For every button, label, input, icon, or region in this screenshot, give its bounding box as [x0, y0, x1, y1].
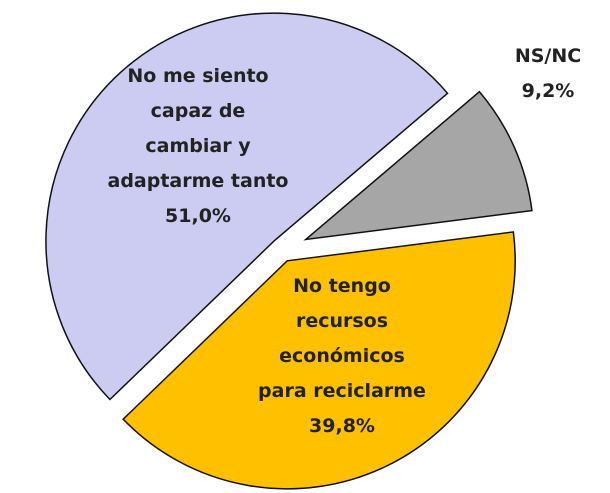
label-line: No tengo — [293, 275, 391, 297]
label-line: para reciclarme — [258, 380, 426, 402]
label-line: No me siento — [127, 65, 268, 87]
pie-slice — [303, 90, 533, 241]
label-line: adaptarme tanto — [108, 170, 289, 192]
pie-slice — [122, 231, 516, 490]
slice-label: No me siento capaz de cambiar y adaptarme t… — [108, 65, 289, 192]
label-line: NS/NC — [515, 45, 581, 67]
slice-label: NS/NC — [515, 45, 581, 67]
value-label: 9,2% — [522, 80, 575, 102]
pie-slice — [45, 12, 449, 401]
label-line: recursos — [296, 310, 388, 332]
value-label: 39,8% — [309, 415, 375, 437]
label-line: cambiar y — [145, 135, 251, 157]
value-label: 51,0% — [165, 205, 231, 227]
slice-label: No tengo recursos económicos para reciclarm… — [258, 275, 426, 402]
label-line: económicos — [279, 345, 405, 367]
label-line: capaz de — [151, 100, 246, 122]
